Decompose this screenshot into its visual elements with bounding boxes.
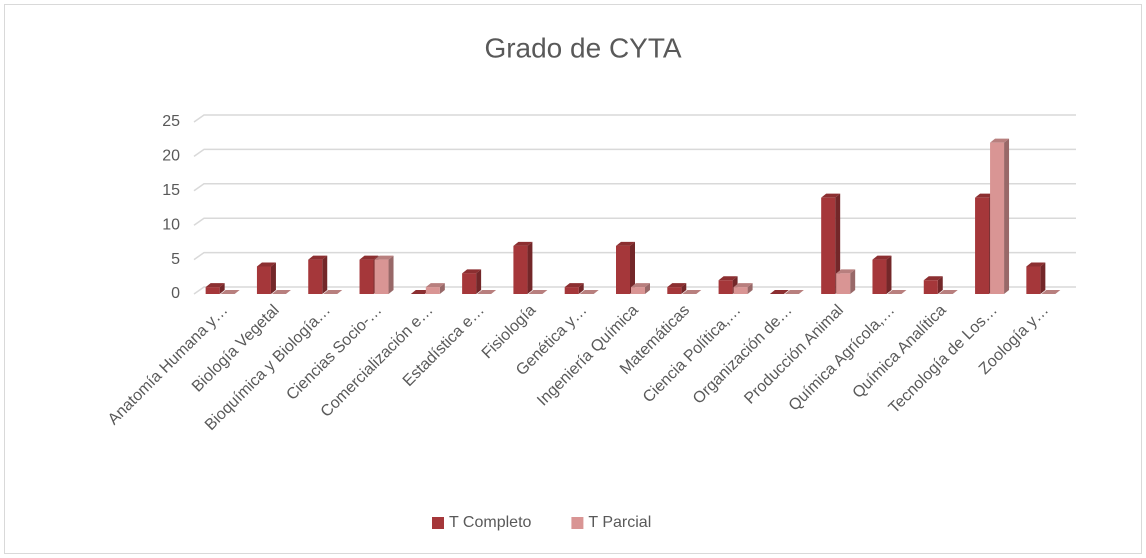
y-tick-label: 5: [171, 251, 180, 268]
bar-top: [256, 262, 276, 267]
bar-top: [682, 290, 702, 294]
bar: [359, 259, 374, 294]
bar: [256, 266, 271, 294]
bar-side: [1040, 262, 1046, 294]
bar-top: [821, 193, 841, 198]
bar-side: [850, 269, 856, 294]
grid-line: [193, 251, 1076, 261]
bar-top: [271, 290, 291, 294]
bar-top: [513, 241, 533, 246]
bar: [374, 259, 389, 294]
bar: [718, 280, 733, 294]
bar-top: [308, 255, 328, 260]
bar: [872, 259, 887, 294]
bar: [1026, 266, 1041, 294]
bar-top: [1026, 262, 1046, 267]
legend-swatch: [432, 517, 444, 529]
bar: [667, 287, 682, 294]
bar-side: [681, 283, 687, 294]
bar: [975, 197, 990, 294]
legend-label: T Parcial: [588, 514, 651, 531]
bar-top: [872, 255, 892, 260]
bar: [821, 197, 836, 294]
y-tick-label: 15: [162, 182, 180, 199]
bar: [836, 273, 851, 294]
legend-label: T Completo: [449, 514, 532, 531]
bar-top: [220, 290, 240, 294]
bar-side: [476, 269, 482, 294]
bar-top: [1041, 290, 1061, 294]
bar-top: [975, 193, 995, 198]
y-tick-label: 0: [171, 285, 180, 302]
legend-swatch: [571, 517, 584, 529]
bar-top: [887, 290, 907, 294]
bar-side: [578, 283, 584, 294]
bar-side: [527, 241, 533, 294]
grid-line: [193, 148, 1076, 158]
bar-side: [219, 283, 225, 294]
bar-side: [937, 276, 943, 294]
bar-side: [322, 255, 328, 294]
bar-top: [667, 283, 687, 288]
bar: [425, 287, 440, 294]
bar-top: [631, 283, 650, 288]
bar-top: [323, 290, 343, 294]
bar: [462, 273, 477, 294]
grid-line: [193, 183, 1076, 192]
y-tick-label: 25: [162, 113, 180, 130]
bar-side: [835, 193, 841, 294]
bar-top: [718, 276, 738, 281]
bar-side: [645, 283, 650, 294]
bar-top: [836, 269, 856, 274]
bar-top: [528, 290, 548, 294]
bar-side: [747, 283, 753, 294]
bar-top: [990, 138, 1010, 143]
bar-top: [359, 255, 379, 260]
bar: [923, 280, 938, 294]
bar-side: [270, 262, 276, 294]
bar-top: [733, 283, 753, 288]
bar: [733, 287, 748, 294]
bar-top: [938, 290, 958, 294]
grid-line: [193, 286, 1076, 295]
grid-line: [193, 114, 1076, 123]
bar: [990, 142, 1005, 294]
y-tick-label: 10: [162, 216, 180, 233]
bar: [616, 245, 630, 294]
bar: [308, 259, 323, 294]
bar: [513, 245, 528, 294]
bar-top: [564, 283, 584, 288]
bar-side: [388, 255, 394, 294]
bar-side: [886, 255, 892, 294]
bar-side: [630, 241, 635, 294]
bar-side: [439, 283, 445, 294]
bar-top: [410, 290, 430, 294]
bar-top: [769, 290, 789, 294]
bar-top: [579, 290, 599, 294]
bar-top: [462, 269, 482, 274]
bar-top: [374, 255, 394, 260]
y-tick-label: 20: [162, 148, 180, 165]
bar-side: [1004, 138, 1010, 294]
bar-top: [205, 283, 225, 288]
bar-top: [784, 290, 804, 294]
grid-line: [193, 217, 1076, 226]
chart-frame: [4, 4, 1142, 554]
bar: [564, 287, 579, 294]
bar-top: [477, 290, 497, 294]
bar-top: [425, 283, 445, 288]
bar-top: [616, 241, 635, 246]
chart-title: Grado de CYTA: [484, 32, 681, 63]
bar-top: [923, 276, 943, 281]
bar: [205, 287, 220, 294]
bar: [631, 287, 645, 294]
